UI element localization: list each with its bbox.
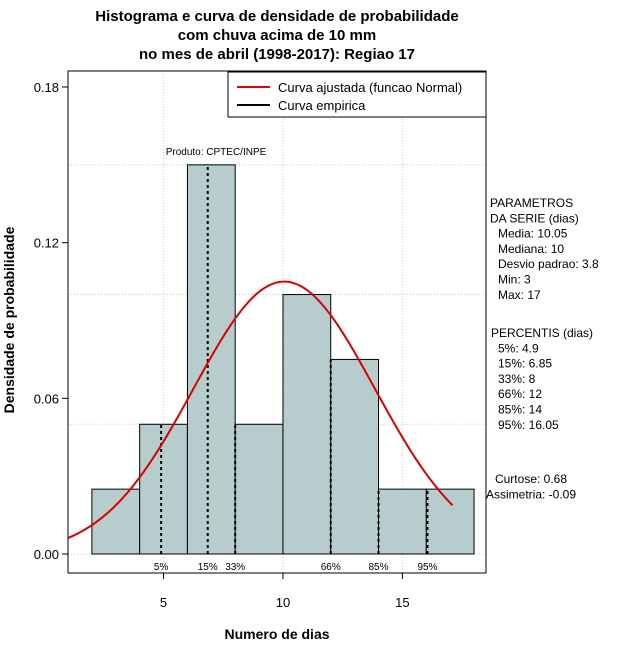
legend-label: Curva ajustada (funcao Normal) [278, 80, 462, 95]
legend: Curva ajustada (funcao Normal) Curva empi… [227, 71, 487, 118]
percentile-label: 5% [154, 562, 169, 573]
percentile-label: 33% [225, 562, 245, 573]
percentile-stat-line: 66%: 12 [498, 387, 542, 401]
x-tick-label: 5 [160, 595, 167, 610]
param-line: Desvio padrao: 3.8 [498, 257, 599, 271]
x-tick-label: 15 [395, 595, 409, 610]
percentile-stat-line: 85%: 14 [498, 403, 542, 417]
chart-title-line: com chuva acima de 10 mm [178, 27, 376, 44]
chart-title-line: no mes de abril (1998-2017): Regiao 17 [139, 46, 415, 63]
chart-title: Histograma e curva de densidade de proba… [95, 8, 458, 63]
histogram-bar [378, 488, 427, 555]
param-line: Max: 17 [498, 288, 541, 302]
percentile-stat-line: 33%: 8 [498, 372, 536, 386]
percentile-stat-line: 95%: 16.05 [498, 418, 559, 432]
histogram-bar [139, 423, 188, 555]
histogram-bar [330, 358, 380, 555]
y-tick-label: 0.12 [34, 236, 59, 251]
x-tick-label: 10 [276, 595, 290, 610]
histogram-bar [234, 423, 284, 555]
param-line: DA SERIE (dias) [490, 211, 579, 225]
percentile-label: 15% [198, 562, 218, 573]
y-axis-label: Densidade de probabilidade [1, 226, 17, 413]
normal-curve-line [67, 280, 454, 539]
percentile-stat-line: PERCENTIS (dias) [491, 326, 593, 340]
percentile-stat-line: 5%: 4.9 [498, 341, 539, 355]
histogram-bar [186, 164, 236, 555]
normal-curve [67, 280, 454, 539]
histogram-bar [91, 488, 141, 555]
x-axis-label: Numero de dias [224, 626, 329, 642]
histogram-bars [91, 164, 475, 555]
param-line: Mediana: 10 [498, 242, 564, 256]
y-tick-label: 0.06 [34, 391, 59, 406]
chart-title-line: Histograma e curva de densidade de proba… [95, 8, 458, 25]
y-tick-label: 0.00 [34, 547, 59, 562]
legend-label: Curva empirica [278, 98, 366, 113]
product-annotation: Produto: CPTEC/INPE [166, 147, 267, 158]
percentile-lines: 5% 15% 33% 66% 85% 95% [154, 164, 438, 573]
plot-frame [67, 70, 487, 574]
percentile-label: 66% [321, 562, 341, 573]
percentile-label: 85% [369, 562, 389, 573]
shape-stat-line: Assimetria: -0.09 [486, 488, 576, 502]
percentile-stat-line: 15%: 6.85 [498, 357, 552, 371]
y-tick-label: 0.18 [34, 80, 59, 95]
percentile-label: 95% [417, 562, 437, 573]
param-line: Media: 10.05 [498, 227, 568, 241]
param-line: Min: 3 [498, 273, 531, 287]
legend-box [227, 71, 487, 118]
param-line: PARAMETROS [490, 196, 573, 210]
axes: 5 10 15 0.00 0.06 0.12 0.18 Numero de dias Densi… [1, 80, 410, 642]
shape-stat-line: Curtose: 0.68 [495, 472, 567, 486]
histogram-bar [425, 488, 475, 555]
histogram-bar [282, 294, 332, 555]
